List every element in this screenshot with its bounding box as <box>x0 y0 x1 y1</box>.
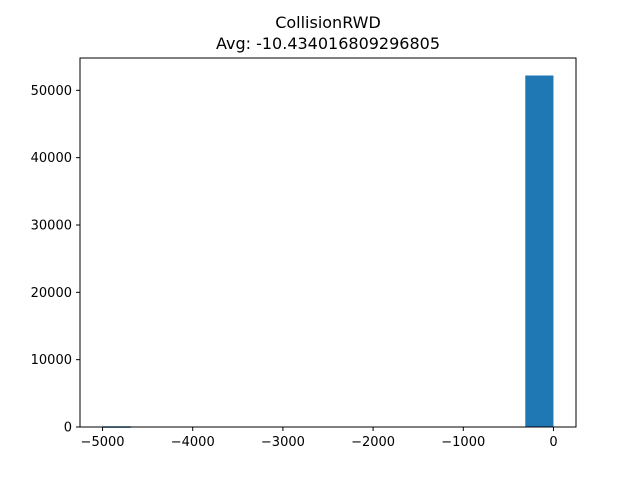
x-tick-label: −2000 <box>351 435 395 450</box>
y-tick-label: 10000 <box>31 353 72 368</box>
bars-group <box>102 75 554 428</box>
x-tick-label: −5000 <box>81 435 125 450</box>
histogram-bar <box>525 75 554 428</box>
y-tick-label: 30000 <box>31 218 72 233</box>
x-tick-label: −3000 <box>261 435 305 450</box>
chart-title: CollisionRWD <box>275 13 381 32</box>
x-tick-label: −1000 <box>441 435 485 450</box>
y-axis-ticks: 0 10000 20000 30000 40000 50000 <box>31 84 80 436</box>
y-tick-label: 0 <box>64 421 72 436</box>
x-axis-ticks: −5000 −4000 −3000 −2000 −1000 0 <box>81 427 558 450</box>
plot-area-frame <box>79 57 577 428</box>
y-tick-label: 50000 <box>31 84 72 99</box>
chart-subtitle: Avg: -10.434016809296805 <box>216 34 440 53</box>
x-tick-label: −4000 <box>171 435 215 450</box>
x-tick-label: 0 <box>549 435 557 450</box>
y-tick-label: 20000 <box>31 286 72 301</box>
y-tick-label: 40000 <box>31 151 72 166</box>
